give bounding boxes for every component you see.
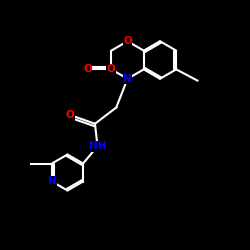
Text: NH: NH	[89, 141, 106, 151]
Text: N: N	[123, 74, 132, 84]
Text: N: N	[48, 176, 56, 186]
Text: O: O	[66, 110, 74, 120]
Text: O: O	[123, 36, 132, 46]
Text: O: O	[107, 64, 116, 74]
Text: O: O	[83, 64, 92, 74]
